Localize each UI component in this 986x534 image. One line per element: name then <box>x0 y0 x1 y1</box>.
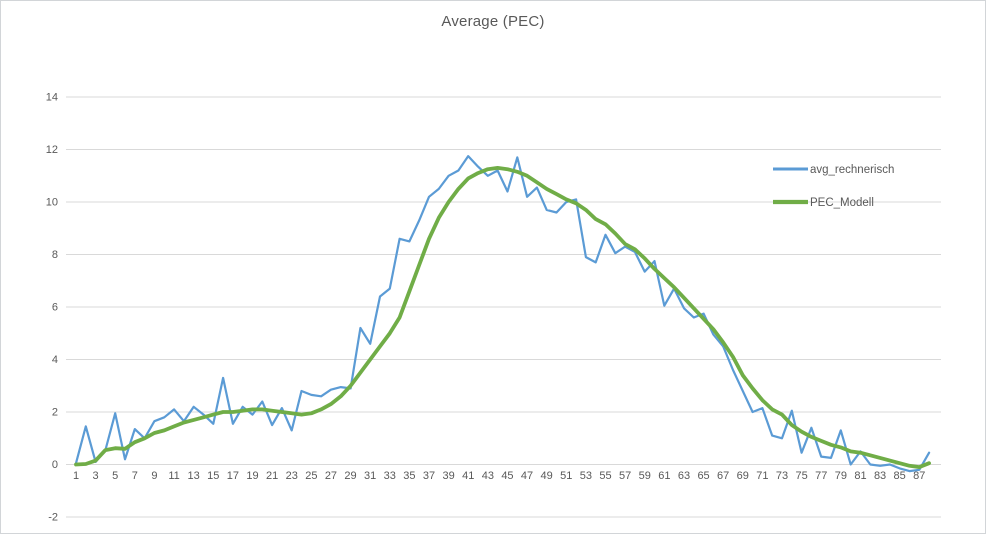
x-axis-tick-label: 17 <box>227 470 239 482</box>
x-axis-tick-label: 45 <box>501 470 513 482</box>
x-axis-tick-label: 57 <box>619 470 631 482</box>
x-axis-tick-label: 33 <box>384 470 396 482</box>
legend-item-PEC_Modell[interactable]: PEC_Modell <box>773 197 874 209</box>
x-axis-tick-label: 53 <box>580 470 592 482</box>
x-axis-tick-label: 31 <box>364 470 376 482</box>
series-line-PEC_Modell[interactable] <box>74 165 931 470</box>
legend-label: PEC_Modell <box>810 197 874 209</box>
x-axis-tick-label: 55 <box>599 470 611 482</box>
x-axis-tick-label: 27 <box>325 470 337 482</box>
x-axis-tick-label: 25 <box>305 470 317 482</box>
x-axis-tick-label: 73 <box>776 470 788 482</box>
x-axis-labels: 1 3 5 7 9 11 13 15 17 19 21 23 25 27 29 31 33 35 37 39 41 43 4… <box>73 470 925 482</box>
x-axis-tick-label: 19 <box>246 470 258 482</box>
x-axis-tick-label: 15 <box>207 470 219 482</box>
x-axis-tick-label: 75 <box>795 470 807 482</box>
gridlines <box>66 96 941 518</box>
series-line-avg_rechnerisch[interactable] <box>74 155 931 473</box>
x-axis-tick-label: 1 <box>73 470 79 482</box>
chart-title[interactable]: Average (PEC) <box>441 13 545 30</box>
x-axis-tick-label: 43 <box>482 470 494 482</box>
x-axis-tick-label: 7 <box>132 470 138 482</box>
x-axis-tick-label: 67 <box>717 470 729 482</box>
x-axis-tick-label: 51 <box>560 470 572 482</box>
x-axis-tick-label: 85 <box>894 470 906 482</box>
x-axis-tick-label: 35 <box>403 470 415 482</box>
x-axis-tick-label: 69 <box>737 470 749 482</box>
x-axis-tick-label: 83 <box>874 470 886 482</box>
y-axis-tick-label: 6 <box>52 302 58 314</box>
x-axis-tick-label: 41 <box>462 470 474 482</box>
x-axis-tick-label: 47 <box>521 470 533 482</box>
y-axis-tick-label: 8 <box>52 249 58 261</box>
x-axis-tick-label: 13 <box>188 470 200 482</box>
x-axis-tick-label: 39 <box>442 470 454 482</box>
x-axis-tick-label: 81 <box>854 470 866 482</box>
y-axis-tick-label: 14 <box>46 92 58 104</box>
legend-label: avg_rechnerisch <box>810 164 894 176</box>
y-axis-labels: 14 12 10 8 6 4 2 0 -2 <box>46 92 58 524</box>
x-axis-tick-label: 63 <box>678 470 690 482</box>
x-axis-tick-label: 65 <box>697 470 709 482</box>
x-axis-tick-label: 61 <box>658 470 670 482</box>
legend[interactable]: avg_rechnerisch PEC_Modell <box>773 164 894 209</box>
x-axis-tick-label: 21 <box>266 470 278 482</box>
x-axis-tick-label: 29 <box>344 470 356 482</box>
y-axis-tick-label: -2 <box>48 512 58 524</box>
y-axis-tick-label: 2 <box>52 407 58 419</box>
legend-item-avg_rechnerisch[interactable]: avg_rechnerisch <box>773 164 894 176</box>
x-axis-tick-label: 11 <box>168 470 179 482</box>
x-axis-tick-label: 59 <box>639 470 651 482</box>
x-axis-tick-label: 49 <box>541 470 553 482</box>
y-axis-tick-label: 4 <box>52 354 58 366</box>
x-axis-tick-label: 87 <box>913 470 925 482</box>
x-axis-tick-label: 79 <box>835 470 847 482</box>
x-axis-tick-label: 71 <box>756 470 768 482</box>
series-lines <box>74 155 931 473</box>
x-axis-tick-label: 77 <box>815 470 827 482</box>
y-axis-tick-label: 0 <box>52 459 58 471</box>
x-axis-tick-label: 9 <box>151 470 157 482</box>
x-axis-tick-label: 3 <box>93 470 99 482</box>
x-axis-tick-label: 37 <box>423 470 435 482</box>
x-axis-tick-label: 23 <box>286 470 298 482</box>
y-axis-tick-label: 12 <box>46 144 58 156</box>
y-axis-tick-label: 10 <box>46 197 58 209</box>
x-axis-tick-label: 5 <box>112 470 118 482</box>
